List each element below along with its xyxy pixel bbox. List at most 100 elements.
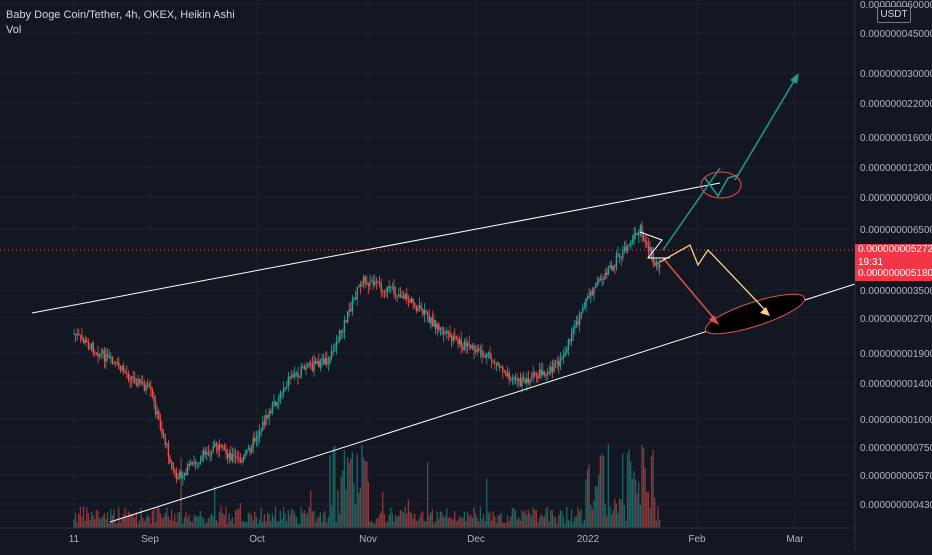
candle-body <box>271 404 274 414</box>
volume-bar <box>527 509 529 528</box>
volume-bar <box>148 516 150 528</box>
candle-body <box>330 350 333 358</box>
open-price-tag: 0.000000005180 <box>855 268 932 281</box>
volume-bar <box>281 519 283 528</box>
candle-body <box>276 402 278 406</box>
candle-body <box>572 328 574 334</box>
volume-bar <box>201 516 203 528</box>
candle-body <box>146 384 149 386</box>
price-axis[interactable]: 0.000000000430 0.000000000570 0.0000000007… <box>854 0 932 550</box>
volume-bar <box>322 513 325 528</box>
candle-body <box>212 446 214 452</box>
time-axis[interactable]: 11 Sep Oct Nov Dec 2022 Feb Mar <box>0 527 855 545</box>
candle-body <box>148 384 150 387</box>
candle-body <box>390 287 392 289</box>
volume-bar <box>532 507 534 528</box>
volume-bar <box>564 523 566 528</box>
candle-body <box>332 350 334 352</box>
candle-body <box>314 361 317 364</box>
candle-body <box>591 291 594 295</box>
candle-body <box>636 233 638 236</box>
volume-bar <box>439 511 441 528</box>
volume-bar <box>511 508 513 528</box>
volume-bar <box>337 490 339 528</box>
candle-body <box>207 452 210 455</box>
volume-bar <box>394 515 397 528</box>
candle-body <box>431 317 434 327</box>
volume-bar <box>130 514 133 528</box>
candle-body <box>316 361 318 364</box>
volume-bar <box>463 511 465 528</box>
candle-body <box>455 338 458 340</box>
volume-bar <box>494 516 496 528</box>
candle-body <box>318 361 320 368</box>
candle-body <box>94 352 96 354</box>
candle-body <box>82 339 85 343</box>
volume-bar <box>214 486 216 528</box>
volume-bar <box>138 520 141 528</box>
volume-bar <box>361 444 363 528</box>
candle-body <box>321 358 323 361</box>
volume-bar <box>182 523 184 528</box>
candle-body <box>143 384 146 391</box>
candle-body <box>322 358 325 365</box>
candle-body <box>380 283 382 292</box>
candle-body <box>295 372 298 374</box>
volume-bar <box>487 513 489 528</box>
candle-body <box>255 438 258 441</box>
volume-bar <box>140 507 142 528</box>
candle-body <box>196 463 198 465</box>
candle-body <box>324 358 326 365</box>
candle-body <box>290 374 293 379</box>
volume-bar <box>335 522 337 528</box>
candle-body <box>466 343 469 347</box>
candle-body <box>410 298 413 303</box>
volume-bar <box>321 522 323 528</box>
volume-bar <box>618 498 621 528</box>
candle-body <box>641 225 643 236</box>
volume-bar <box>142 517 144 528</box>
volume-bar <box>551 510 553 528</box>
candle-body <box>106 354 109 356</box>
candle-body <box>542 371 544 376</box>
candle-body <box>270 411 272 414</box>
volume-bar <box>398 515 400 528</box>
price-tick-label: 0.000000000430 <box>860 500 932 511</box>
candle-body <box>329 357 331 364</box>
candle-body <box>655 261 658 266</box>
volume-bar <box>465 521 467 528</box>
volume-bar <box>630 461 632 528</box>
volume-bar <box>194 515 197 528</box>
candle-body <box>217 445 219 451</box>
candle-body <box>465 341 467 347</box>
candle-body <box>622 250 624 259</box>
volume-bar <box>94 519 96 528</box>
candle-body <box>602 278 605 280</box>
volume-bar <box>255 516 257 528</box>
volume-bar <box>223 515 225 528</box>
candle-body <box>242 456 245 462</box>
volume-bar <box>254 512 256 528</box>
candle-body <box>145 385 147 391</box>
candle-body <box>311 363 314 371</box>
candle-body <box>95 352 98 354</box>
currency-badge[interactable]: USDT <box>877 6 911 23</box>
volume-bar <box>516 519 518 528</box>
candle-body <box>409 299 411 303</box>
candle-body <box>206 452 208 455</box>
volume-bar <box>606 515 608 528</box>
volume-bar <box>364 460 366 528</box>
volume-bar <box>170 509 173 528</box>
price-tick-label: 0.000000060000 <box>860 0 932 11</box>
candle-body <box>262 421 264 431</box>
candle-body <box>594 286 597 289</box>
candle-body <box>303 366 306 370</box>
volume-bar <box>415 521 417 528</box>
candle-body <box>177 476 179 480</box>
candle-body <box>169 457 171 463</box>
volume-bar <box>378 514 381 528</box>
candle-body <box>158 411 160 420</box>
candle-body <box>418 305 421 308</box>
